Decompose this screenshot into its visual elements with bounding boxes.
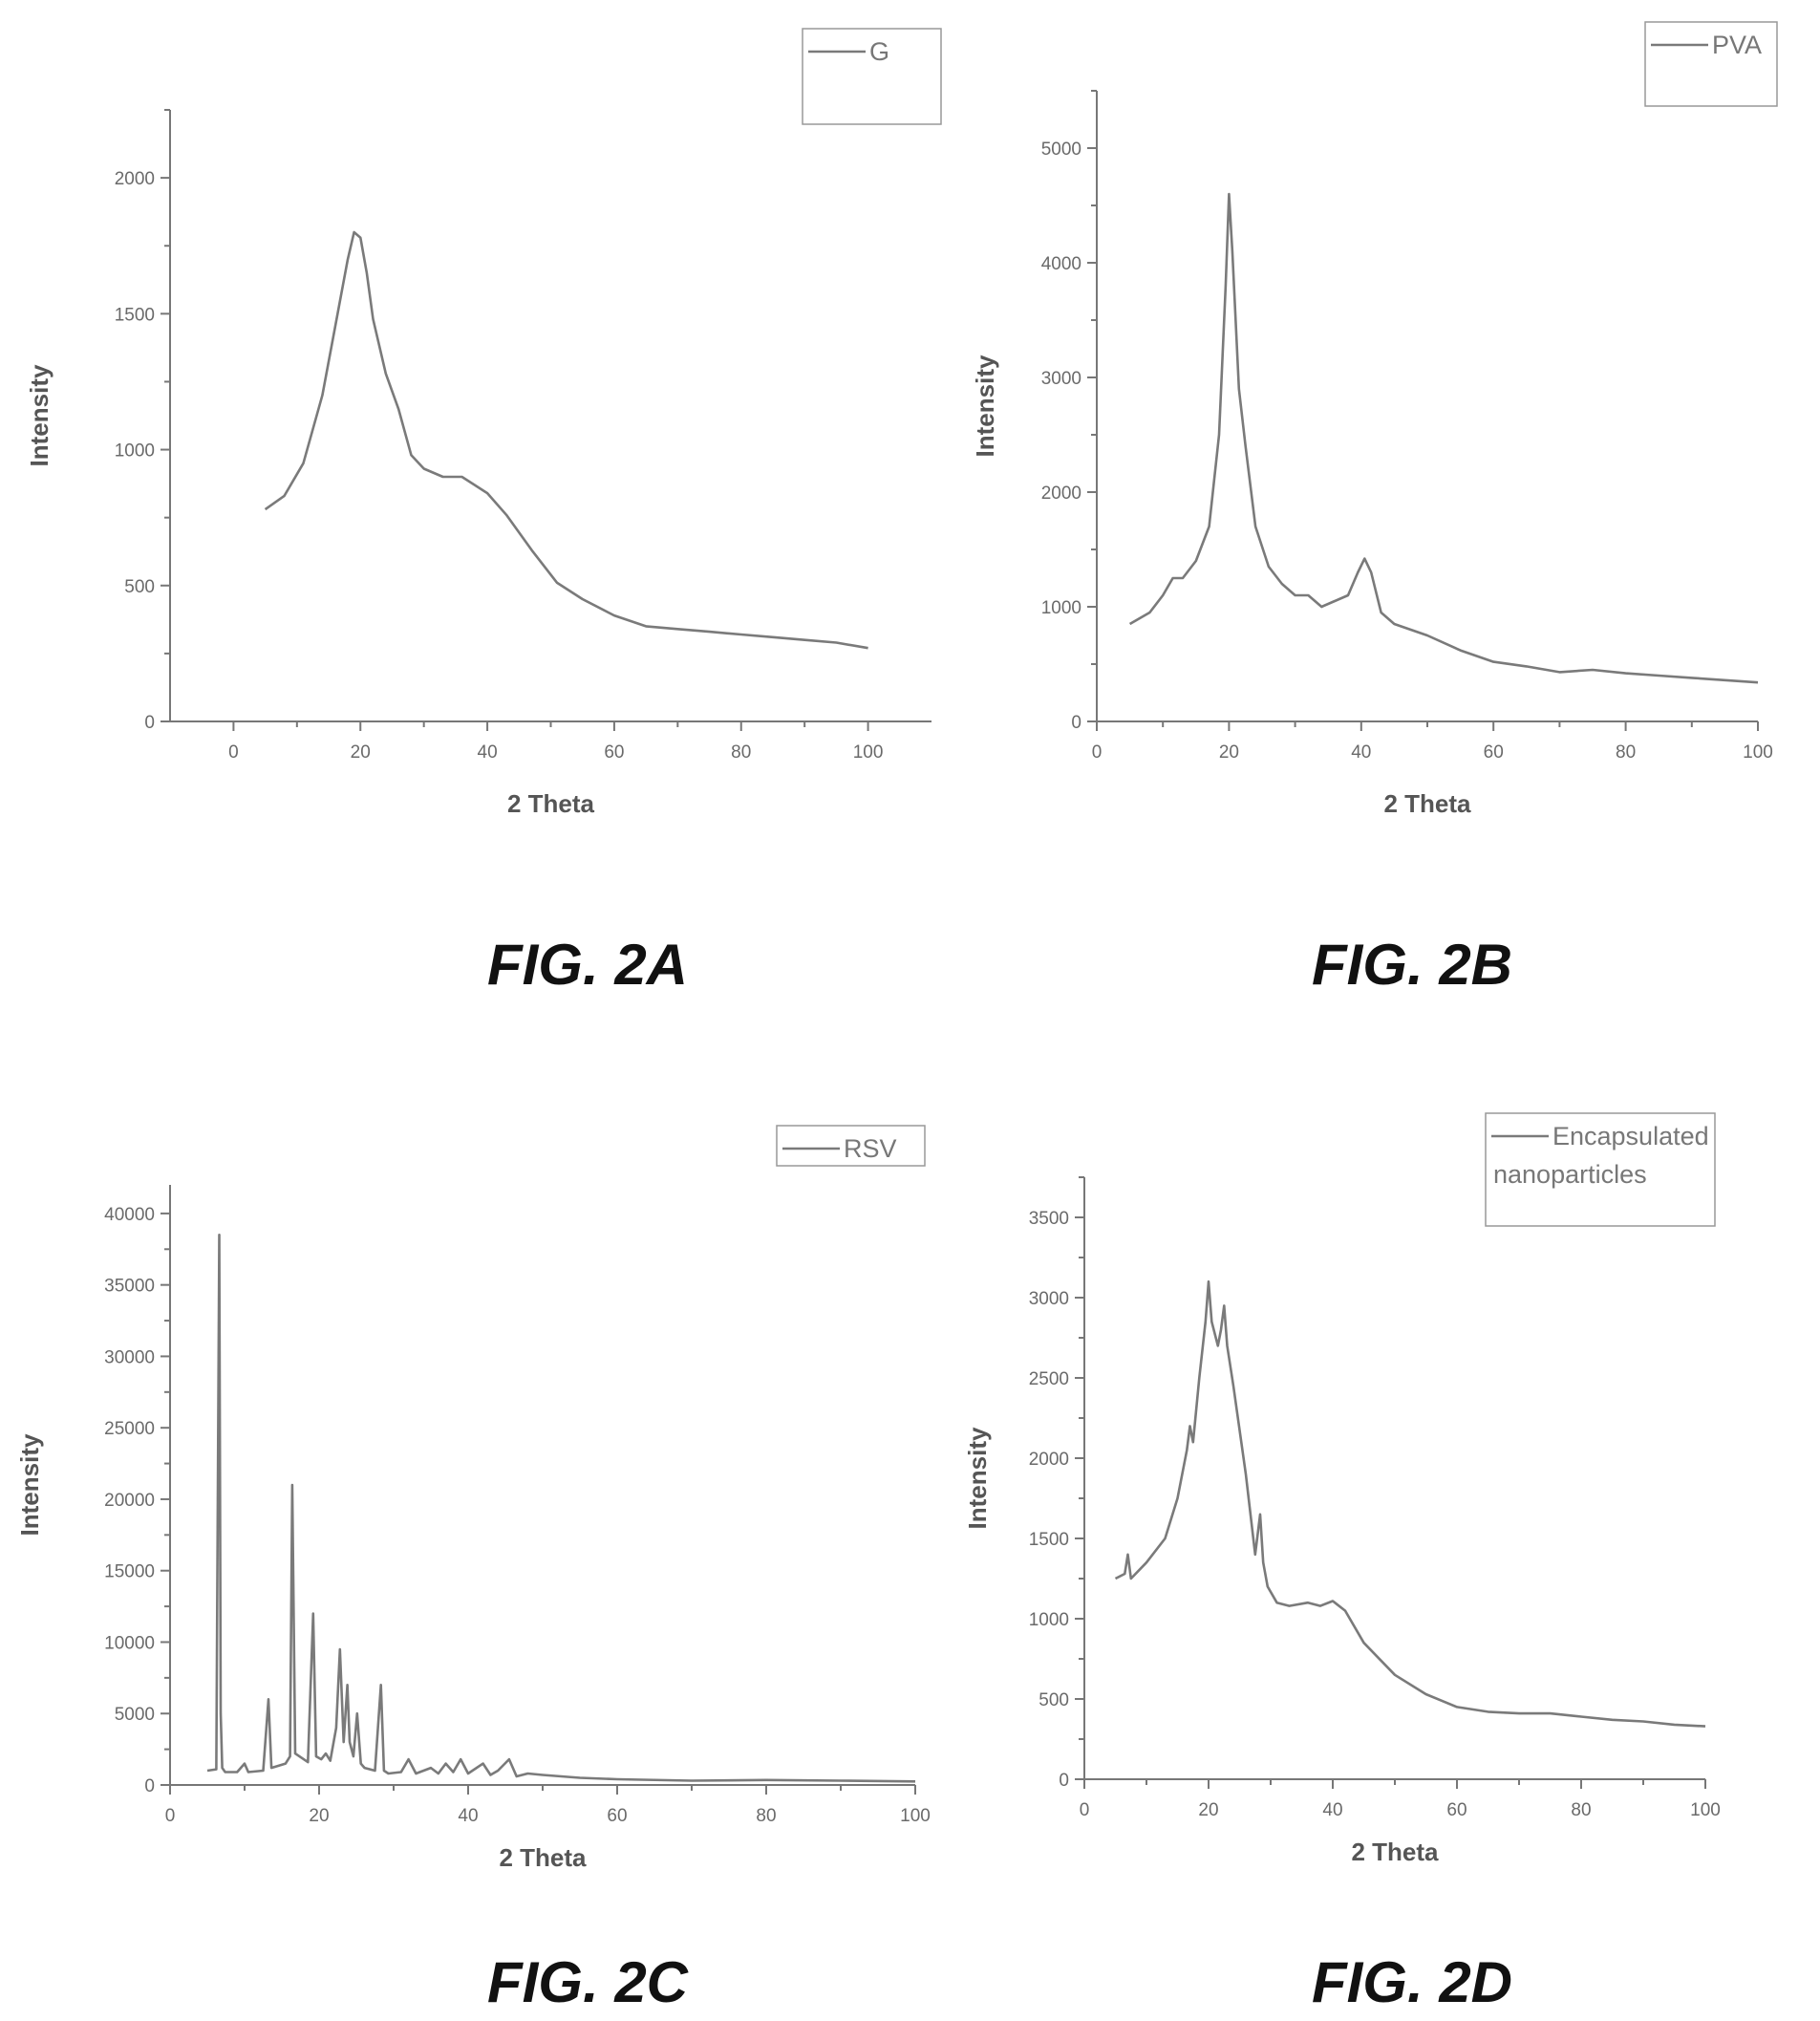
y-tick-label: 1000 xyxy=(115,441,155,462)
x-tick-label: 40 xyxy=(1322,1800,1342,1820)
legend-label-line1: G xyxy=(869,37,889,66)
y-tick-label: 500 xyxy=(124,577,155,597)
y-axis-title: Intensity xyxy=(971,355,999,457)
y-tick-label: 4000 xyxy=(1041,254,1081,274)
y-tick-label: 15000 xyxy=(104,1562,155,1582)
figure-caption: FIG. 2D xyxy=(1312,1950,1512,2014)
figure-caption: FIG. 2C xyxy=(487,1950,690,2014)
legend-box xyxy=(802,28,942,125)
y-tick-label: 0 xyxy=(1059,1771,1069,1791)
legend-box xyxy=(776,1125,926,1167)
x-tick-label: 100 xyxy=(1743,742,1773,763)
x-tick-label: 20 xyxy=(1219,742,1239,763)
y-ticks: 0 500 1000 1500 2000 2500 3000 3500 xyxy=(1029,1176,1084,1791)
y-tick-label: 1500 xyxy=(1029,1530,1069,1550)
x-tick-label: 80 xyxy=(756,1806,776,1826)
x-axis-title: 2 Theta xyxy=(1351,1838,1439,1866)
x-axis-title: 2 Theta xyxy=(1383,789,1471,818)
y-tick-label: 5000 xyxy=(115,1705,155,1725)
legend: RSV xyxy=(776,1125,926,1167)
x-tick-label: 40 xyxy=(478,742,498,763)
y-tick-label: 1000 xyxy=(1029,1610,1069,1630)
legend: G xyxy=(802,28,942,125)
legend-label-line1: PVA xyxy=(1712,31,1762,59)
x-tick-label: 60 xyxy=(607,1806,627,1826)
y-axis-title: Intensity xyxy=(25,364,54,466)
legend-label-line1: RSV xyxy=(844,1134,897,1163)
x-ticks: 0 20 40 60 80 100 xyxy=(165,1785,931,1826)
y-ticks: 0 5000 10000 15000 20000 25000 30000 35000 40000 xyxy=(104,1205,170,1796)
x-ticks: 0 20 40 60 80 100 xyxy=(228,721,883,763)
chart-panel-d: 0 500 1000 1500 2000 2500 3000 3500 0 20 40 60 80 10… xyxy=(963,1112,1721,2014)
y-tick-label: 2000 xyxy=(1029,1450,1069,1470)
x-tick-label: 40 xyxy=(1351,742,1371,763)
y-tick-label: 2500 xyxy=(1029,1369,1069,1389)
legend-label-line2: nanoparticles xyxy=(1493,1160,1647,1189)
x-tick-label: 100 xyxy=(1690,1800,1721,1820)
x-ticks: 0 20 40 60 80 100 xyxy=(1080,1779,1721,1820)
legend: PVA xyxy=(1644,21,1778,107)
x-tick-label: 0 xyxy=(228,742,239,763)
x-tick-label: 20 xyxy=(351,742,371,763)
x-tick-label: 20 xyxy=(309,1806,329,1826)
y-tick-label: 1000 xyxy=(1041,598,1081,618)
x-axis-title: 2 Theta xyxy=(499,1843,587,1872)
y-tick-label: 30000 xyxy=(104,1347,155,1367)
x-tick-label: 80 xyxy=(731,742,751,763)
x-tick-label: 0 xyxy=(1092,742,1103,763)
y-axis-title: Intensity xyxy=(963,1427,992,1529)
y-tick-label: 500 xyxy=(1038,1690,1069,1710)
y-tick-label: 20000 xyxy=(104,1491,155,1511)
x-tick-label: 100 xyxy=(853,742,884,763)
x-tick-label: 80 xyxy=(1571,1800,1591,1820)
y-ticks: 0 500 1000 1500 2000 xyxy=(115,109,170,733)
y-tick-label: 0 xyxy=(144,713,155,733)
y-tick-label: 3500 xyxy=(1029,1209,1069,1229)
series-line-encapsulated-nanoparticles xyxy=(1114,1279,1706,1728)
x-tick-label: 0 xyxy=(1080,1800,1090,1820)
y-tick-label: 3000 xyxy=(1041,369,1081,389)
series-line-pva xyxy=(1128,192,1759,684)
legend-box xyxy=(1644,21,1778,107)
figure-caption: FIG. 2A xyxy=(487,933,688,997)
x-tick-label: 60 xyxy=(1446,1800,1467,1820)
y-tick-label: 0 xyxy=(1071,713,1081,733)
x-ticks: 0 20 40 60 80 100 xyxy=(1092,721,1773,763)
y-tick-label: 35000 xyxy=(104,1277,155,1297)
y-tick-label: 25000 xyxy=(104,1419,155,1439)
y-ticks: 0 1000 2000 3000 4000 5000 xyxy=(1041,90,1097,733)
chart-panel-a: 0 500 1000 1500 2000 0 20 40 60 80 100 2 Theta In… xyxy=(25,28,942,997)
y-tick-label: 1500 xyxy=(115,305,155,325)
chart-panel-c: 0 5000 10000 15000 20000 25000 30000 35000 40000… xyxy=(15,1125,931,2014)
y-tick-label: 40000 xyxy=(104,1205,155,1225)
series-line-rsv xyxy=(206,1234,916,1783)
y-tick-label: 2000 xyxy=(1041,484,1081,504)
y-tick-label: 0 xyxy=(144,1776,155,1796)
chart-panel-b: 0 1000 2000 3000 4000 5000 0 20 40 60 80 100 2 The… xyxy=(971,21,1778,997)
x-tick-label: 40 xyxy=(458,1806,478,1826)
series-line-g xyxy=(264,230,868,650)
y-tick-label: 2000 xyxy=(115,169,155,189)
legend: Encapsulated nanoparticles xyxy=(1485,1112,1716,1227)
x-tick-label: 80 xyxy=(1616,742,1636,763)
x-tick-label: 0 xyxy=(165,1806,176,1826)
y-tick-label: 10000 xyxy=(104,1633,155,1653)
x-tick-label: 60 xyxy=(1484,742,1504,763)
x-tick-label: 60 xyxy=(604,742,624,763)
figure-caption: FIG. 2B xyxy=(1312,933,1512,997)
x-tick-label: 20 xyxy=(1198,1800,1218,1820)
y-tick-label: 3000 xyxy=(1029,1289,1069,1309)
x-axis-title: 2 Theta xyxy=(507,789,595,818)
legend-box xyxy=(1485,1112,1716,1227)
x-tick-label: 100 xyxy=(900,1806,931,1826)
legend-label-line1: Encapsulated xyxy=(1552,1122,1709,1150)
y-tick-label: 5000 xyxy=(1041,140,1081,160)
y-axis-title: Intensity xyxy=(15,1433,44,1536)
